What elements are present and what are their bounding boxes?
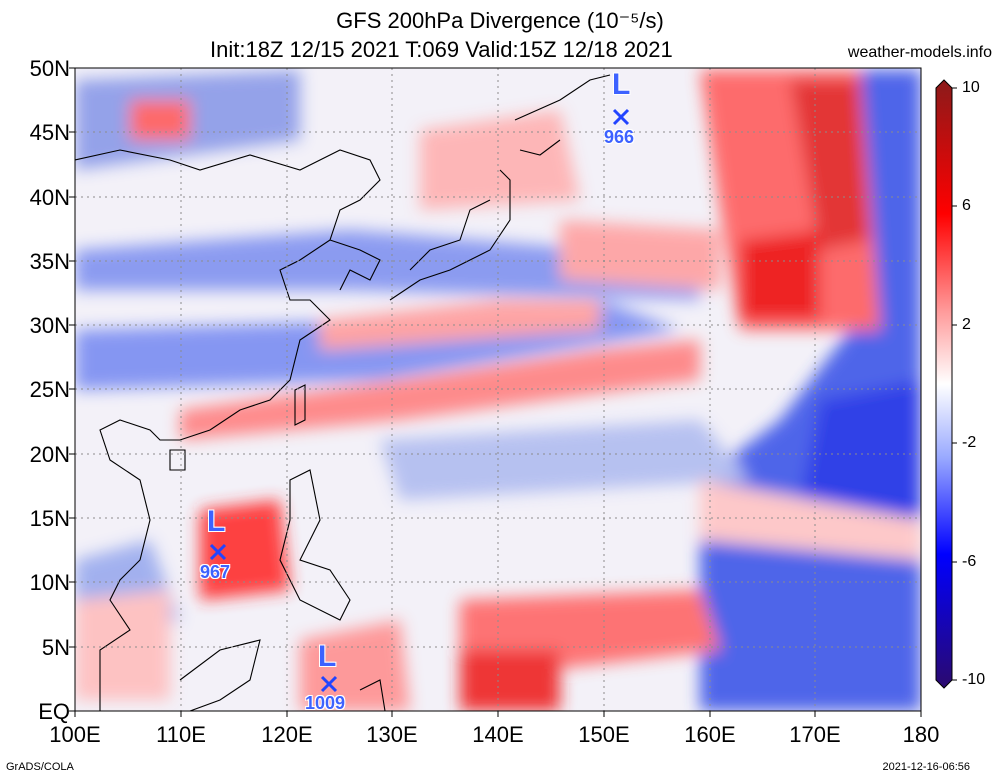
- lon-label: 120E: [261, 722, 313, 747]
- chart-title: GFS 200hPa Divergence (10⁻⁵/s): [336, 8, 664, 33]
- colorbar-label: 2: [962, 316, 971, 333]
- colorbar-label: 6: [962, 197, 971, 214]
- lon-label: 110E: [156, 722, 206, 747]
- lat-label: 30N: [29, 313, 70, 338]
- lon-label: 140E: [472, 722, 524, 747]
- timestamp-label: 2021-12-16-06:56: [882, 761, 970, 773]
- lon-label: 100E: [49, 722, 101, 747]
- low-pressure-label: 966: [604, 127, 635, 147]
- lat-label: 15N: [29, 506, 70, 531]
- divergence-field: [75, 68, 921, 711]
- site-label: weather-models.info: [847, 44, 992, 61]
- colorbar-label: 10: [962, 79, 980, 96]
- lat-label: EQ: [38, 699, 70, 724]
- low-symbol: L: [612, 68, 631, 101]
- low-pressure-label: 1009: [305, 693, 346, 713]
- lon-label: 170E: [789, 722, 841, 747]
- colorbar-label: -2: [962, 434, 977, 451]
- credit-label: GrADS/COLA: [6, 761, 74, 773]
- lat-label: 40N: [29, 185, 70, 210]
- low-markers: [209, 108, 630, 693]
- colorbar: [935, 79, 957, 689]
- lat-label: 50N: [29, 56, 70, 81]
- colorbar-label: -6: [962, 553, 977, 570]
- low-symbol: L: [318, 640, 337, 673]
- lat-label: 25N: [29, 377, 70, 402]
- low-symbol: L: [207, 505, 226, 538]
- lat-label: 10N: [29, 570, 70, 595]
- low-pressure-label: 967: [200, 562, 231, 582]
- lon-label: 180: [902, 722, 940, 747]
- lon-label: 130E: [366, 722, 418, 747]
- lon-label: 150E: [578, 722, 630, 747]
- colorbar-label: -10: [962, 671, 986, 688]
- lat-label: 5N: [41, 635, 70, 660]
- chart-subtitle: Init:18Z 12/15 2021 T:069 Valid:15Z 12/1…: [210, 37, 673, 62]
- lon-label: 160E: [684, 722, 736, 747]
- lat-label: 20N: [29, 442, 70, 467]
- lat-label: 45N: [29, 120, 70, 145]
- lat-label: 35N: [29, 249, 70, 274]
